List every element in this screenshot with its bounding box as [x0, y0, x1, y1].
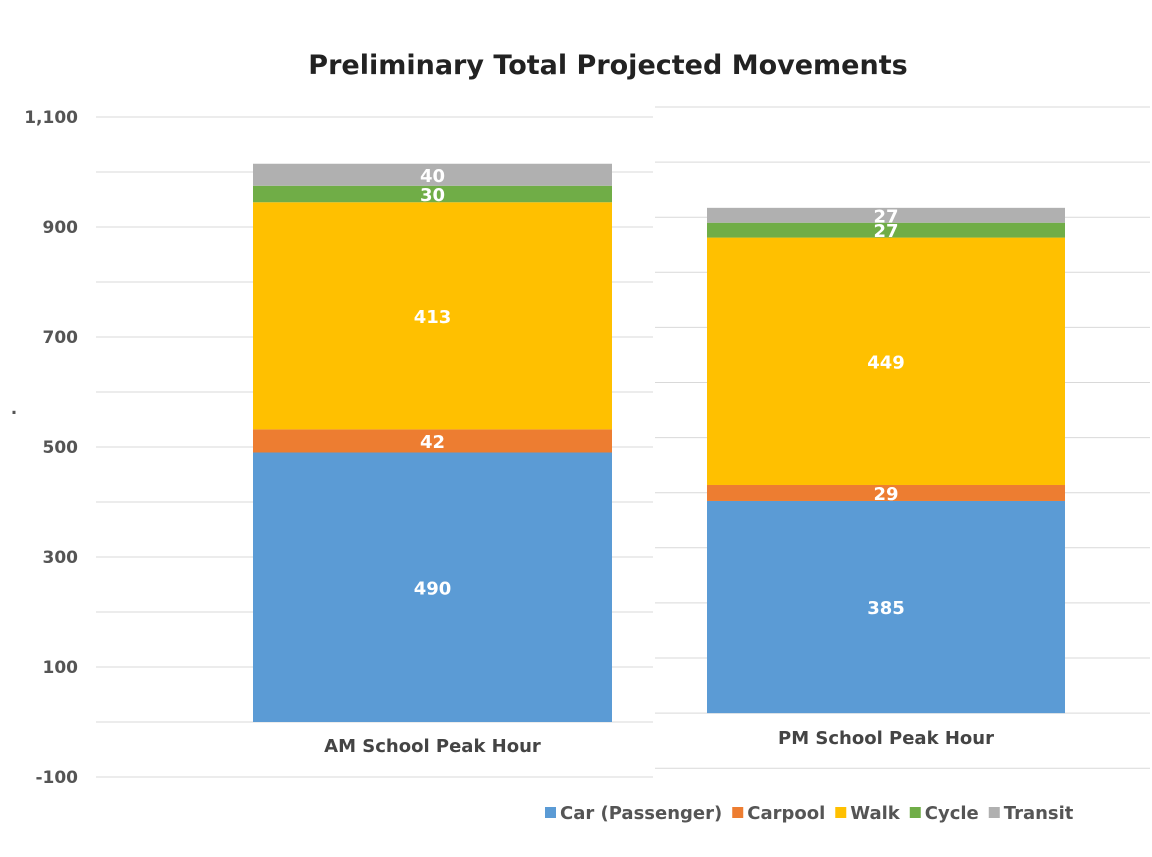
y-tick-label: 300: [43, 548, 79, 568]
legend-label: Carpool: [747, 803, 825, 824]
category-labels: AM School Peak Hour PM School Peak Hour: [324, 728, 994, 757]
legend-swatch: [988, 807, 1000, 818]
data-label: 27: [873, 206, 898, 227]
bar-segment: [253, 452, 612, 722]
data-label: 413: [414, 307, 452, 328]
y-axis-ticks: 1,100 900 700 500 300 100 -100: [24, 108, 78, 788]
category-label: PM School Peak Hour: [778, 728, 994, 749]
data-label: 29: [873, 484, 898, 505]
legend-swatch: [732, 807, 744, 818]
legend-swatch: [909, 807, 921, 818]
y-axis-label: .: [11, 399, 17, 419]
bar-segment: [707, 237, 1065, 485]
bar-segment: [707, 222, 1065, 238]
legend-label: Walk: [850, 803, 901, 824]
bars: [253, 163, 1065, 722]
legend-swatch: [835, 807, 847, 818]
category-label: AM School Peak Hour: [324, 736, 541, 757]
bar-segment: [707, 207, 1065, 223]
bar-segment: [707, 484, 1065, 501]
data-label: 449: [867, 352, 905, 373]
chart-title: Preliminary Total Projected Movements: [308, 50, 907, 81]
bar-segment: [253, 202, 612, 430]
data-label: 385: [867, 598, 905, 619]
legend: Car (Passenger) Carpool Walk Cycle Transit: [545, 803, 1074, 824]
y-tick-label: 1,100: [24, 108, 78, 128]
legend-label: Car (Passenger): [560, 803, 722, 824]
legend-label: Transit: [1004, 803, 1074, 824]
y-tick-label: 100: [43, 658, 79, 678]
bar-segment: [253, 429, 612, 453]
data-label: 27: [873, 221, 898, 242]
bar-segment: [253, 185, 612, 203]
y-tick-label: 500: [43, 438, 79, 458]
legend-label: Cycle: [925, 803, 979, 824]
legend-swatch: [545, 807, 556, 818]
y-tick-label: -100: [35, 768, 78, 788]
data-label: 42: [420, 432, 445, 453]
data-label: 40: [420, 166, 445, 187]
bar-segment: [253, 163, 612, 186]
y-tick-label: 900: [43, 218, 79, 238]
data-label: 490: [414, 578, 452, 599]
data-label: 30: [420, 185, 445, 206]
bar-segment: [707, 500, 1065, 714]
y-tick-label: 700: [43, 328, 79, 348]
